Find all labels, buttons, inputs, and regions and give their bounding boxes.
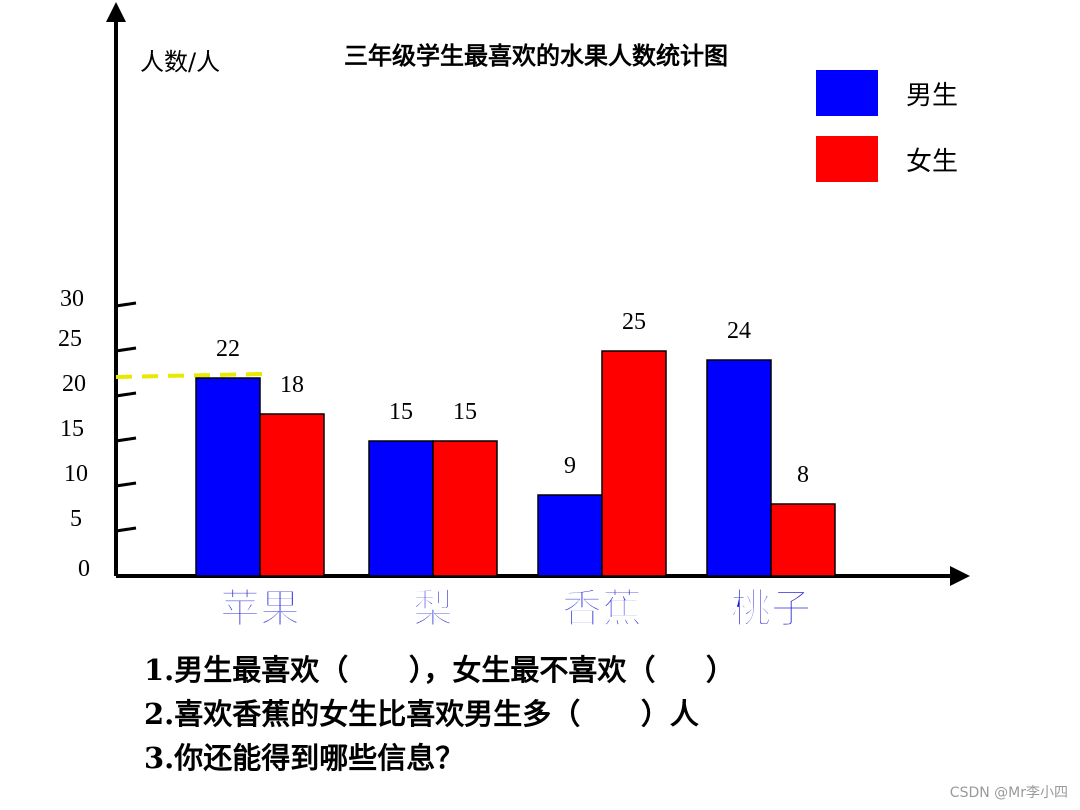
- legend-label: 男生: [906, 81, 958, 111]
- category-label: 香蕉: [562, 586, 642, 632]
- y-tick-label: 30: [60, 286, 84, 312]
- y-tick-mark: [115, 526, 137, 533]
- y-tick-label: 15: [60, 416, 84, 442]
- y-tick-mark: [115, 391, 137, 398]
- y-tick-label: 5: [70, 506, 82, 532]
- bar-girls: [259, 413, 325, 577]
- y-axis-label: 人数/人: [140, 48, 220, 76]
- category-label: 梨: [413, 586, 453, 632]
- y-tick-label: 25: [58, 326, 82, 352]
- y-tick-label: 20: [62, 371, 86, 397]
- legend-swatch: [816, 70, 878, 116]
- bar-boys: [706, 359, 772, 577]
- legend-label: 女生: [906, 147, 958, 177]
- data-label: 24: [727, 318, 751, 344]
- watermark: CSDN @Mr李小四: [949, 785, 1068, 801]
- chart-title: 三年级学生最喜欢的水果人数统计图: [344, 42, 728, 70]
- question-1: 1.男生最喜欢（ ），女生最不喜欢（ ）: [144, 653, 735, 687]
- bar-girls: [770, 503, 836, 577]
- y-tick-label: 0: [78, 556, 90, 582]
- category-label: 苹果: [220, 586, 300, 632]
- y-tick-mark: [115, 346, 137, 353]
- category-label: 桃子: [731, 586, 811, 632]
- bar-girls: [432, 440, 498, 577]
- x-axis-arrow: [950, 566, 970, 586]
- y-tick-mark: [115, 436, 137, 443]
- data-label: 18: [280, 372, 304, 398]
- y-tick-label: 10: [64, 461, 88, 487]
- data-label: 15: [453, 399, 477, 425]
- bar-boys: [537, 494, 603, 577]
- question-2: 2.喜欢香蕉的女生比喜欢男生多（ ）人: [144, 697, 699, 731]
- data-label: 8: [797, 462, 809, 488]
- question-3: 3.你还能得到哪些信息？: [144, 741, 465, 775]
- data-labels: 22 18 苹果 15 15 梨 9 25 香蕉 24 8 桃子: [216, 309, 812, 633]
- y-tick-mark: [115, 481, 137, 488]
- legend-swatch: [816, 136, 878, 182]
- bar-girls: [601, 350, 667, 577]
- data-label: 15: [389, 399, 413, 425]
- bar-boys: [368, 440, 434, 577]
- bars: [195, 350, 836, 577]
- reference-dashed-line: [115, 372, 263, 379]
- data-label: 9: [564, 453, 576, 479]
- data-label: 22: [216, 336, 240, 362]
- bar-boys: [195, 377, 261, 577]
- y-tick-mark: [115, 301, 137, 308]
- data-label: 25: [622, 309, 646, 335]
- question-list: 1.男生最喜欢（ ），女生最不喜欢（ ） 2.喜欢香蕉的女生比喜欢男生多（ ）人…: [144, 648, 984, 780]
- y-axis-arrow: [106, 2, 126, 22]
